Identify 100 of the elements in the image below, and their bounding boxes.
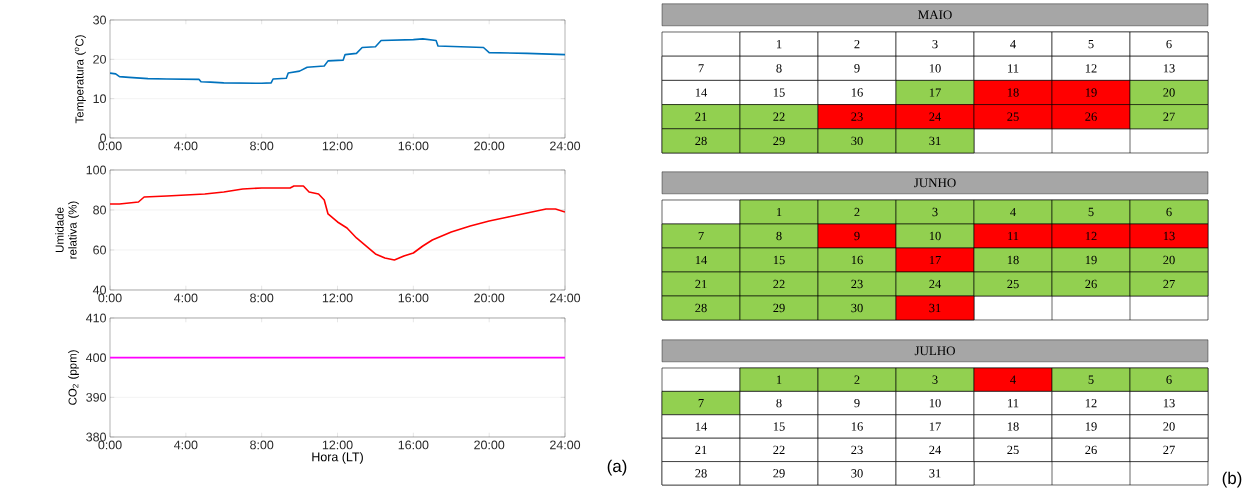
data-label: 6 xyxy=(1166,375,1172,384)
data-label: 24 xyxy=(929,279,942,289)
data-label: 22 xyxy=(773,112,785,121)
x-tick-label: 16:00 xyxy=(398,440,429,450)
x-tick-label: 8:00 xyxy=(250,440,274,450)
x-tick-label: 12:00 xyxy=(322,293,353,303)
data-label: 27 xyxy=(1163,112,1175,121)
text: (b) xyxy=(1222,471,1242,488)
data-label: 26 xyxy=(1085,112,1097,121)
y-tick-label: 10 xyxy=(93,94,106,104)
data-label: 30 xyxy=(851,136,863,146)
data-label: 4 xyxy=(1010,375,1016,384)
line-series xyxy=(110,38,566,85)
data-label: 4 xyxy=(1010,207,1016,217)
data-label: 24 xyxy=(929,112,942,121)
x-tick-label: 0:00 xyxy=(98,440,122,450)
x-tick-label: 8:00 xyxy=(250,293,274,303)
chart-title: JUNHO xyxy=(914,178,956,188)
data-label: 31 xyxy=(929,136,941,146)
data-label: 23 xyxy=(851,445,863,455)
data-label: 25 xyxy=(1007,279,1019,289)
x-tick-label: 20:00 xyxy=(474,293,505,303)
data-label: 8 xyxy=(776,231,782,241)
data-label: 16 xyxy=(851,255,863,265)
chart-title: JULHO xyxy=(914,346,955,356)
y-tick-label: 390 xyxy=(86,392,106,402)
data-label: 12 xyxy=(1085,64,1097,73)
data-label: 10 xyxy=(929,64,941,73)
data-label: 6 xyxy=(1166,207,1172,217)
data-label: 9 xyxy=(854,398,860,408)
data-label: 17 xyxy=(929,422,941,431)
data-label: 1 xyxy=(776,375,782,384)
data-label: 23 xyxy=(851,279,863,289)
data-label: 23 xyxy=(851,112,863,121)
data-label: 26 xyxy=(1085,445,1097,455)
data-label: 12 xyxy=(1085,398,1097,408)
y-tick-label: 40 xyxy=(92,285,106,295)
x-tick-label: 16:00 xyxy=(398,293,429,303)
y-tick-label: 410 xyxy=(86,313,106,323)
data-label: 10 xyxy=(929,231,941,241)
data-label: 3 xyxy=(932,39,938,49)
data-label: 14 xyxy=(695,88,708,97)
data-label: 6 xyxy=(1166,39,1172,49)
x-tick-label: 24:00 xyxy=(550,440,581,450)
x-tick-label: 20:00 xyxy=(474,141,505,151)
data-label: 30 xyxy=(851,469,863,478)
data-label: 28 xyxy=(695,136,707,146)
data-label: 21 xyxy=(695,445,707,455)
data-label: 18 xyxy=(1007,422,1019,431)
y-tick-label: 400 xyxy=(86,353,106,363)
data-label: 19 xyxy=(1085,88,1097,97)
data-label: 28 xyxy=(695,469,707,478)
x-tick-label: 4:00 xyxy=(174,293,198,303)
data-label: 5 xyxy=(1088,39,1094,49)
y-tick-label: 0 xyxy=(100,133,106,143)
x-tick-label: 0:00 xyxy=(98,293,122,303)
data-label: 4 xyxy=(1010,39,1016,49)
data-label: 19 xyxy=(1085,422,1097,431)
data-label: 13 xyxy=(1163,398,1175,408)
x-axis-title: Hora (LT) xyxy=(312,452,363,464)
chart-title: MAIO xyxy=(918,10,952,20)
data-label: 11 xyxy=(1008,231,1019,241)
data-label: 25 xyxy=(1007,445,1019,455)
x-tick-label: 16:00 xyxy=(398,141,429,151)
data-label: 31 xyxy=(929,469,941,478)
data-label: 29 xyxy=(773,136,785,146)
text: (a) xyxy=(607,459,627,476)
y-axis-title: Umidade relativa (%) xyxy=(55,201,79,259)
x-tick-label: 20:00 xyxy=(474,440,505,450)
y-axis-title: CO$_{2}$ (ppm) xyxy=(68,350,79,405)
x-tick-label: 24:00 xyxy=(550,293,581,303)
y-tick-label: 80 xyxy=(93,205,106,215)
data-label: 20 xyxy=(1163,88,1175,97)
data-label: 14 xyxy=(695,255,708,265)
data-label: 25 xyxy=(1007,112,1019,121)
data-label: 10 xyxy=(929,398,941,408)
data-label: 31 xyxy=(929,303,941,313)
data-label: 7 xyxy=(698,64,704,73)
data-label: 12 xyxy=(1085,231,1097,241)
data-label: 11 xyxy=(1008,398,1019,408)
data-label: 16 xyxy=(851,422,863,431)
y-axis-title: Temperatura ($^{o}$C) xyxy=(74,35,86,124)
data-label: 22 xyxy=(773,279,785,289)
data-label: 1 xyxy=(776,207,782,217)
data-label: 20 xyxy=(1163,422,1175,431)
data-label: 7 xyxy=(698,399,704,408)
data-label: 16 xyxy=(851,88,863,97)
data-label: 19 xyxy=(1085,255,1097,265)
x-tick-label: 8:00 xyxy=(250,141,274,151)
y-tick-label: 380 xyxy=(86,432,106,442)
data-label: 9 xyxy=(854,231,860,241)
x-tick-label: 12:00 xyxy=(322,141,353,151)
data-label: 24 xyxy=(929,445,942,455)
data-label: 27 xyxy=(1163,279,1175,289)
data-label: 13 xyxy=(1163,64,1175,73)
data-label: 17 xyxy=(929,255,941,265)
data-label: 18 xyxy=(1007,88,1019,97)
y-tick-label: 60 xyxy=(93,245,106,255)
x-tick-label: 4:00 xyxy=(174,440,198,450)
data-label: 27 xyxy=(1163,445,1175,455)
